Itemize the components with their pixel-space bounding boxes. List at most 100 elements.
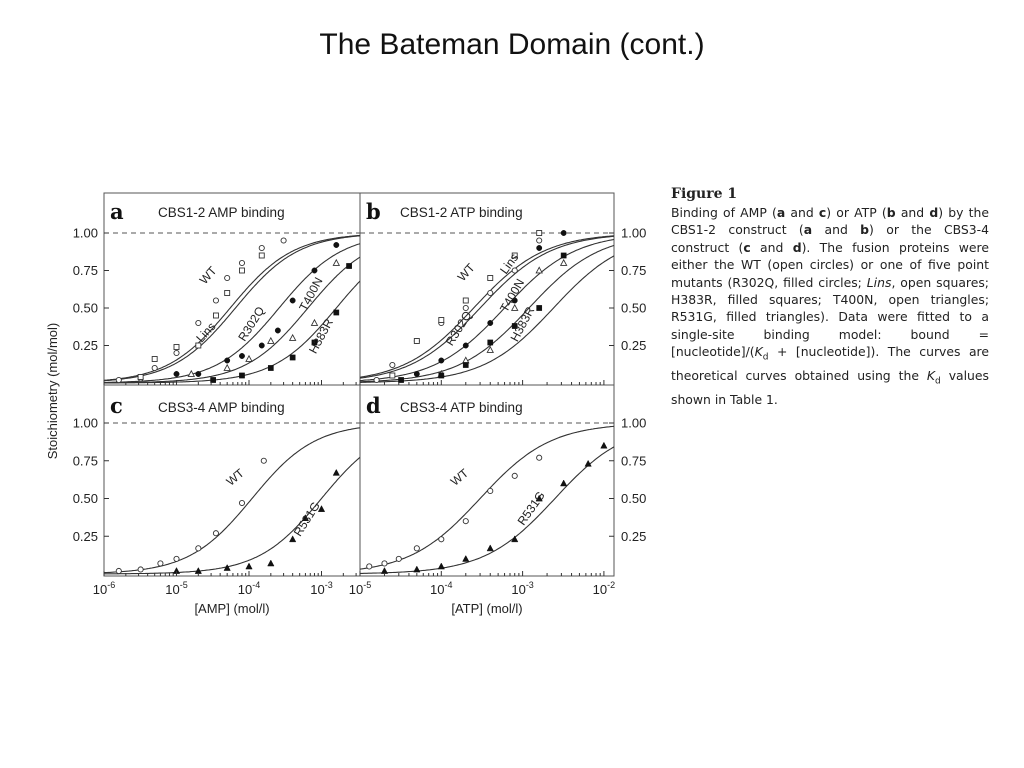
- data-point-r302q: [536, 245, 543, 251]
- data-point-wt: [487, 487, 494, 495]
- curve-label-wt: WT: [455, 260, 478, 284]
- data-point-h383r: [289, 354, 296, 361]
- data-point-lins: [173, 344, 180, 350]
- curve-label-r302q: R302Q: [235, 304, 267, 344]
- data-point-t400n: [510, 303, 519, 311]
- fit-curve-r531g: [104, 456, 360, 575]
- data-point-t400n: [535, 266, 543, 274]
- data-point-wt: [115, 376, 122, 384]
- x-tick-label-amp: 10-3: [310, 580, 332, 597]
- data-point-h383r: [536, 305, 543, 311]
- fit-curve-wt: [104, 234, 360, 381]
- data-point-wt: [260, 457, 267, 464]
- data-point-r531g: [289, 535, 297, 543]
- data-point-t400n: [486, 345, 494, 353]
- data-point-wt: [280, 237, 287, 244]
- caption-segment: , open squares; H383R, filled squares; T…: [671, 274, 989, 360]
- data-point-h383r: [210, 377, 216, 383]
- x-tick-base: 10: [93, 582, 107, 597]
- x-tick-exponent: -4: [252, 580, 260, 590]
- curve-label-lins: Lins: [497, 251, 521, 277]
- data-point-wt: [258, 244, 265, 252]
- x-axis-label-amp: [AMP] (mol/l): [194, 601, 269, 616]
- caption-segment: K: [754, 344, 763, 360]
- figure-caption: Figure 1 Binding of AMP (a and c) or ATP…: [671, 186, 989, 408]
- data-point-r302q: [195, 371, 202, 377]
- data-point-r531g: [413, 565, 421, 573]
- data-point-r531g: [584, 459, 592, 467]
- x-tick-base: 10: [349, 582, 363, 597]
- curve-label-t400n: T400N: [296, 275, 325, 313]
- y-tick-label-right: 1.00: [621, 226, 646, 241]
- panel-letter-a: a: [110, 199, 124, 224]
- data-point-r302q: [560, 230, 567, 236]
- data-point-wt: [238, 499, 246, 507]
- data-point-lins: [438, 317, 445, 323]
- data-point-wt: [238, 259, 246, 267]
- data-point-r302q: [462, 342, 469, 349]
- curve-label-r531g: R531G: [291, 499, 323, 539]
- data-point-wt: [157, 560, 164, 567]
- data-point-r531g: [437, 562, 445, 570]
- data-point-r531g: [245, 562, 253, 570]
- caption-segment: ) or ATP (: [826, 205, 887, 220]
- panel-frame-b: [359, 192, 615, 386]
- x-tick-exponent: -4: [445, 580, 453, 590]
- x-tick-base: 10: [238, 582, 252, 597]
- y-tick-label-right: 1.00: [621, 416, 646, 431]
- x-tick-label-amp: 10-5: [165, 580, 187, 597]
- data-point-lins: [258, 252, 265, 259]
- caption-segment: d: [792, 239, 802, 255]
- data-point-h383r: [398, 377, 404, 383]
- data-point-r531g: [301, 514, 310, 521]
- data-point-wt: [438, 536, 445, 543]
- x-tick-exponent: -3: [325, 580, 333, 590]
- data-point-r531g: [600, 441, 608, 449]
- data-point-r302q: [274, 327, 281, 334]
- data-point-lins: [151, 356, 158, 362]
- data-point-r302q: [239, 353, 245, 359]
- data-point-wt: [511, 472, 518, 479]
- data-point-r302q: [173, 371, 180, 377]
- x-tick-exponent: -5: [180, 580, 188, 590]
- caption-segment: a: [776, 205, 786, 220]
- data-point-r531g: [267, 559, 275, 567]
- panel-frame-d: [359, 384, 615, 577]
- x-tick-label-atp: 10-2: [593, 580, 615, 597]
- x-tick-base: 10: [165, 582, 179, 597]
- y-tick-label-right: 0.50: [621, 301, 646, 316]
- x-tick-label-amp: 10-6: [93, 580, 115, 597]
- data-point-wt: [195, 319, 202, 327]
- data-point-lins: [413, 338, 420, 344]
- data-point-lins: [239, 267, 245, 274]
- data-point-wt: [195, 545, 202, 552]
- y-tick-label-left: 1.00: [73, 226, 98, 241]
- data-point-wt: [173, 555, 180, 562]
- caption-segment: ). The fusion proteins were either the W…: [671, 239, 989, 290]
- data-point-t400n: [223, 363, 231, 371]
- caption-segment: K: [926, 368, 936, 384]
- y-axis-label: Stoichiometry (mol/mol): [45, 323, 60, 460]
- y-tick-label-left: 0.50: [73, 491, 98, 506]
- caption-segment: + [nucleotide]). The curves are theoreti…: [671, 344, 989, 384]
- y-tick-label-right: 0.25: [621, 338, 646, 353]
- data-point-wt: [462, 518, 469, 525]
- x-tick-exponent: -5: [363, 580, 371, 590]
- data-point-wt: [536, 237, 543, 244]
- fit-curve-lins: [360, 235, 614, 379]
- x-tick-label-amp: 10-4: [238, 580, 260, 597]
- data-point-wt: [395, 555, 402, 562]
- fit-curve-h383r: [104, 280, 360, 384]
- data-point-wt: [373, 376, 380, 384]
- panel-title-a: CBS1-2 AMP binding: [158, 205, 285, 220]
- caption-segment: b: [886, 205, 896, 220]
- data-point-wt: [212, 530, 219, 537]
- panel-letter-b: b: [366, 199, 381, 224]
- y-tick-label-left: 0.50: [73, 301, 98, 316]
- data-point-wt: [413, 545, 420, 552]
- caption-segment: and: [750, 239, 793, 255]
- data-point-wt: [224, 274, 231, 282]
- y-tick-label-right: 0.75: [621, 453, 646, 468]
- data-point-r531g: [535, 494, 543, 502]
